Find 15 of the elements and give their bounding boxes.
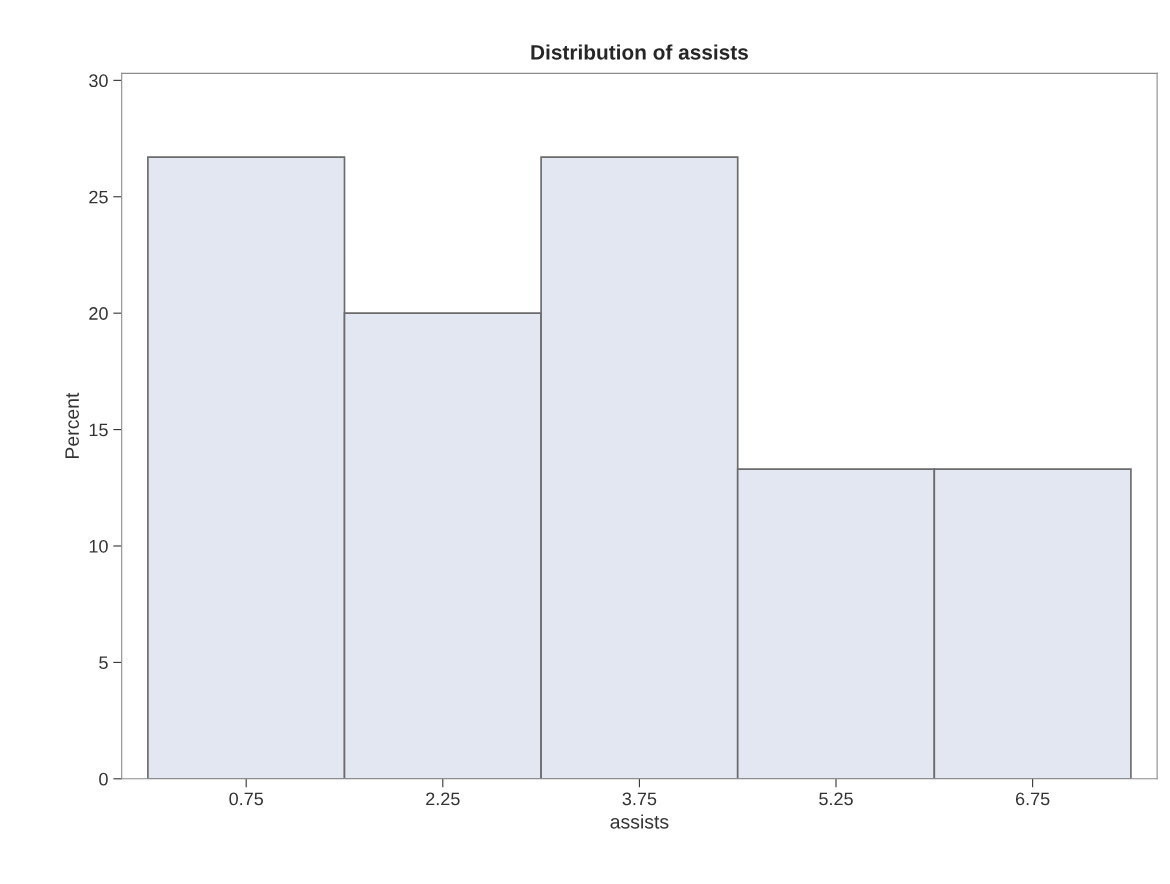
y-axis-title: Percent xyxy=(65,392,80,458)
x-tick-label: 5.25 xyxy=(819,792,853,806)
y-tick-label: 20 xyxy=(89,307,108,320)
y-tick-label: 10 xyxy=(89,539,108,553)
x-tick-label: 6.75 xyxy=(1015,792,1050,806)
y-tick-label: 0 xyxy=(99,772,108,786)
y-tick-label: 25 xyxy=(89,190,108,204)
x-tick-label: 0.75 xyxy=(229,792,264,806)
x-axis-title: assists xyxy=(610,814,669,829)
x-tick-label: 3.75 xyxy=(622,792,657,806)
chart-title: Distribution of assists xyxy=(531,44,748,60)
y-tick-label: 5 xyxy=(99,656,108,670)
y-tick-label: 15 xyxy=(89,423,108,437)
y-tick-label: 30 xyxy=(89,74,108,88)
x-tick-label: 2.25 xyxy=(426,792,460,806)
